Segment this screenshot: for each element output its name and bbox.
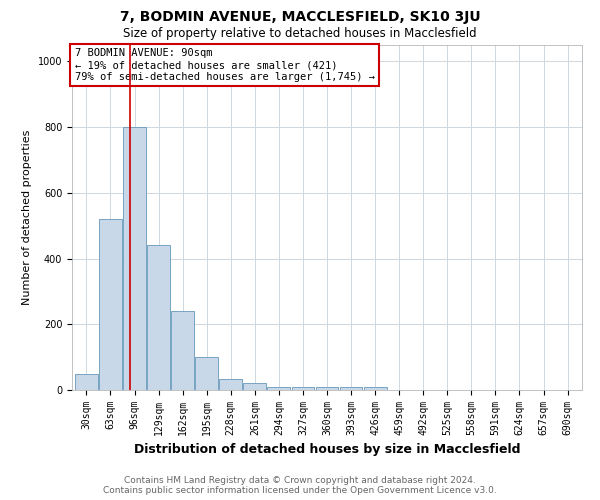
- Bar: [340, 386, 362, 390]
- Text: Contains HM Land Registry data © Crown copyright and database right 2024.
Contai: Contains HM Land Registry data © Crown c…: [103, 476, 497, 495]
- Y-axis label: Number of detached properties: Number of detached properties: [22, 130, 32, 305]
- Bar: [171, 311, 194, 390]
- Bar: [244, 384, 266, 390]
- Bar: [292, 386, 314, 390]
- Bar: [268, 386, 290, 390]
- Bar: [75, 374, 98, 390]
- Text: 7 BODMIN AVENUE: 90sqm
← 19% of detached houses are smaller (421)
79% of semi-de: 7 BODMIN AVENUE: 90sqm ← 19% of detached…: [74, 48, 374, 82]
- Bar: [195, 357, 218, 390]
- Text: 7, BODMIN AVENUE, MACCLESFIELD, SK10 3JU: 7, BODMIN AVENUE, MACCLESFIELD, SK10 3JU: [119, 10, 481, 24]
- Bar: [316, 388, 338, 390]
- Bar: [123, 127, 146, 390]
- Bar: [147, 246, 170, 390]
- X-axis label: Distribution of detached houses by size in Macclesfield: Distribution of detached houses by size …: [134, 444, 520, 456]
- Text: Size of property relative to detached houses in Macclesfield: Size of property relative to detached ho…: [123, 28, 477, 40]
- Bar: [220, 378, 242, 390]
- Bar: [99, 219, 122, 390]
- Bar: [364, 386, 386, 390]
